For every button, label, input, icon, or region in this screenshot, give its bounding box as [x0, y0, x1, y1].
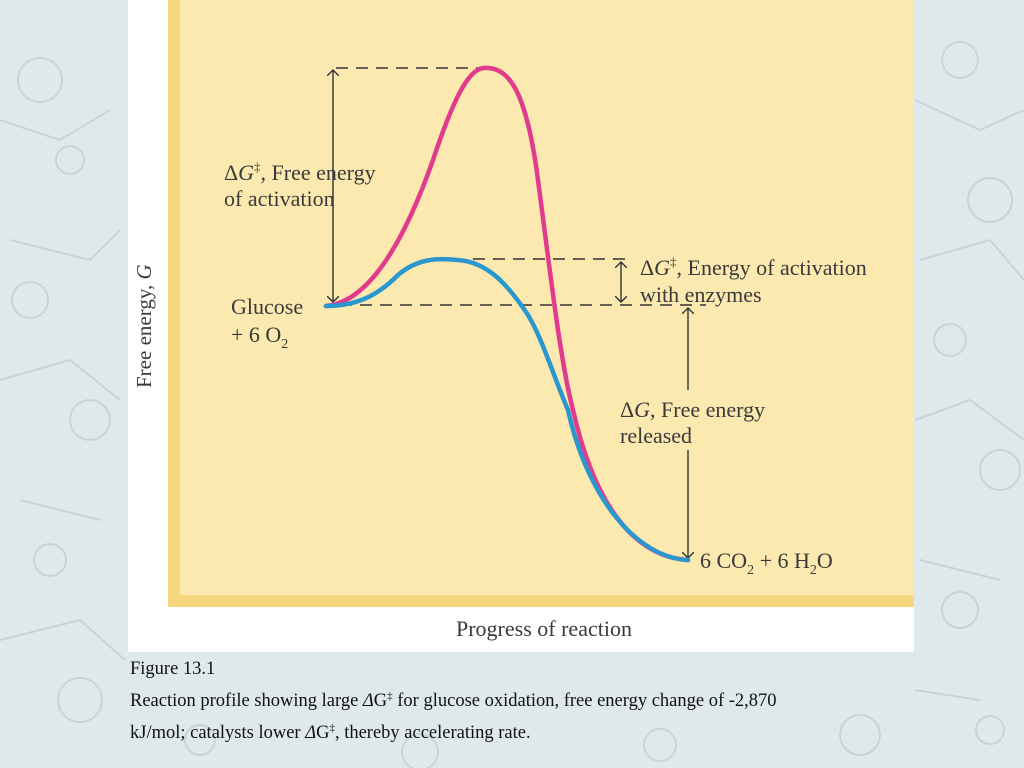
caption-title: Figure 13.1	[130, 659, 216, 679]
energy-diagram: Free energy, G Progress of reaction Gluc…	[132, 0, 914, 641]
plot-area	[180, 0, 914, 595]
y-axis-label: Free energy, G	[132, 264, 156, 388]
released-label-line1: ΔG, Free energy	[620, 397, 765, 422]
figure-caption: Figure 13.1 Reaction profile showing lar…	[130, 656, 950, 747]
products-label: 6 CO2 + 6 H2O	[700, 548, 833, 578]
x-axis-label: Progress of reaction	[456, 616, 632, 641]
enzyme-label-line1: ΔG‡, Energy of activation	[640, 254, 867, 280]
figure-panel: Free energy, G Progress of reaction Gluc…	[128, 0, 914, 652]
enzyme-label-line2: with enzymes	[640, 282, 762, 307]
activation-label-line2: of activation	[224, 186, 335, 211]
catalyzed-curve	[323, 256, 691, 563]
uncatalyzed-curve	[323, 65, 691, 563]
reactants-label-line2: + 6 O2	[231, 322, 288, 352]
reactants-label-line1: Glucose	[231, 294, 303, 319]
caption-line-1: Reaction profile showing large ΔG‡ for g…	[130, 690, 777, 712]
activation-label-line1: ΔG‡, Free energy	[224, 159, 376, 185]
released-label-line2: released	[620, 423, 692, 448]
caption-line-2: kJ/mol; catalysts lower ΔG‡, thereby acc…	[130, 722, 531, 744]
